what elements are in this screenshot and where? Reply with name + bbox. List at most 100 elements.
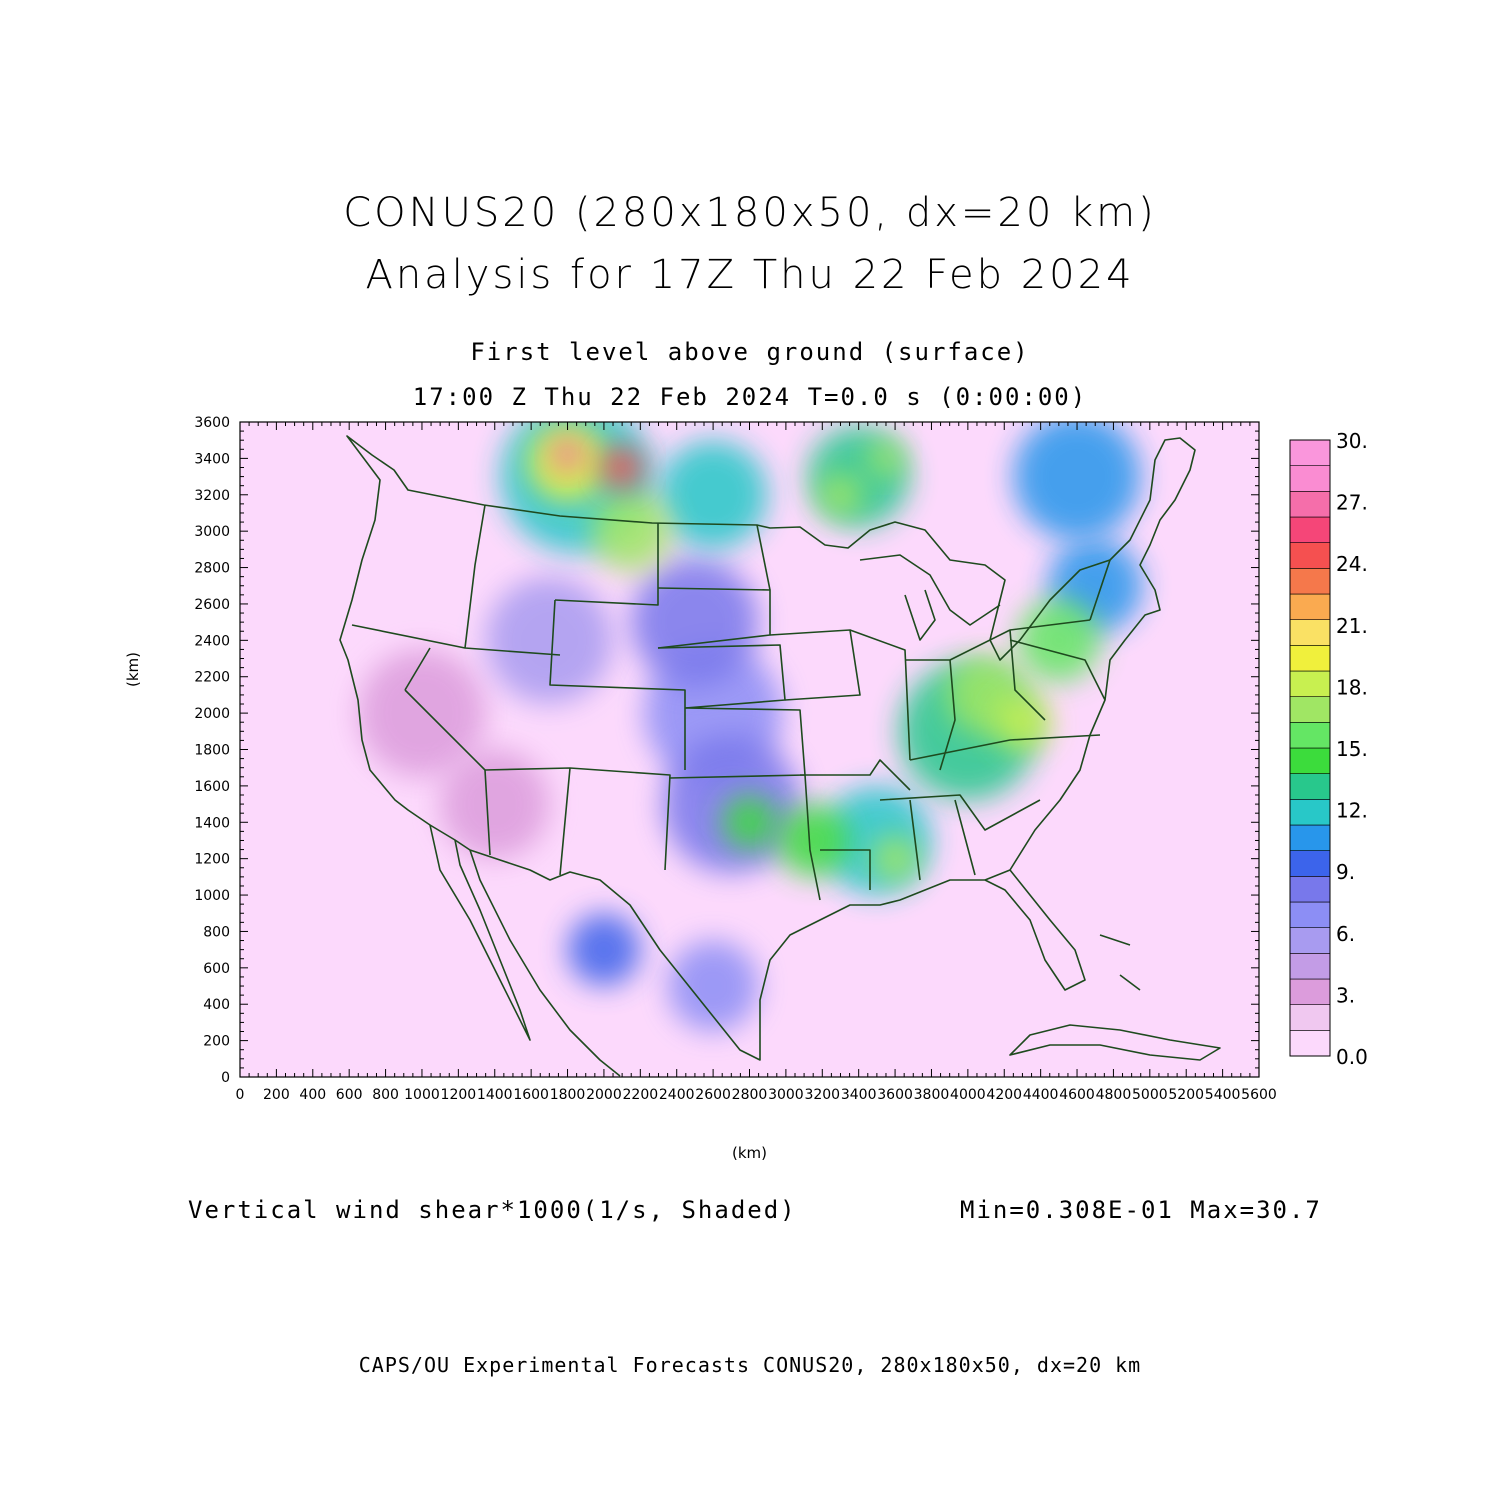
x-tick-label: 4200 <box>986 1087 1022 1103</box>
x-tick-label: 5400 <box>1205 1087 1241 1103</box>
x-tick-label: 5600 <box>1241 1087 1277 1103</box>
shear-contour-region <box>818 472 863 517</box>
colorbar-swatch <box>1289 876 1331 903</box>
colorbar-swatch <box>1289 773 1331 800</box>
state-line <box>464 504 486 649</box>
colorbar-swatch <box>1289 850 1331 877</box>
state-line <box>939 659 956 771</box>
state-line <box>404 647 431 691</box>
shear-contour-region <box>667 940 759 1032</box>
y-tick-label: 400 <box>203 997 230 1013</box>
x-tick-label: 2000 <box>586 1087 622 1103</box>
colorbar-swatch <box>1289 542 1331 569</box>
level-subtitle: First level above ground (surface) <box>470 338 1030 366</box>
y-tick-label: 3000 <box>194 524 230 540</box>
x-axis-label: (km) <box>732 1144 767 1162</box>
colorbar-swatch <box>1289 491 1331 518</box>
shear-contour-region <box>1013 422 1141 541</box>
x-tick-label: 2200 <box>623 1087 659 1103</box>
great-lakes <box>859 554 1001 641</box>
colorbar-label: 6. <box>1336 922 1355 946</box>
colorbar-label: 0.0 <box>1336 1045 1368 1069</box>
florida-gulf <box>984 869 1141 991</box>
x-tick-label: 2600 <box>695 1087 731 1103</box>
state-line <box>879 794 1041 831</box>
y-tick-label: 3400 <box>194 451 230 467</box>
shear-contour-region <box>591 491 672 572</box>
colorbar-swatch <box>1289 516 1331 543</box>
colorbar-label: 9. <box>1336 860 1355 884</box>
colorbar-label: 18. <box>1336 675 1368 699</box>
colorbar-swatch <box>1289 978 1331 1005</box>
variable-label: Vertical wind shear*1000(1/s, Shaded) <box>188 1196 797 1224</box>
valid-time-subtitle: 17:00 Z Thu 22 Feb 2024 T=0.0 s (0:00:00… <box>412 383 1088 411</box>
colorbar-swatch <box>1289 619 1331 646</box>
y-tick-label: 2200 <box>194 670 230 686</box>
colorbar-label: 21. <box>1336 614 1368 638</box>
colorbar-label: 12. <box>1336 799 1368 823</box>
x-tick-label: 600 <box>336 1087 363 1103</box>
colorbar: 30. 27. 24. 21. 18. 15. 12. 9. 6. 3. 0.0 <box>1289 429 1368 1069</box>
state-line <box>554 523 659 606</box>
state-line <box>804 774 821 901</box>
x-tick-label: 2800 <box>732 1087 768 1103</box>
state-line <box>954 799 976 876</box>
shear-contour-region <box>551 438 584 472</box>
colorbar-swatch <box>1289 439 1331 466</box>
state-line <box>1009 629 1046 721</box>
colorbar-swatch <box>1289 568 1331 595</box>
y-tick-label: 600 <box>203 961 230 977</box>
x-tick-label: 3400 <box>841 1087 877 1103</box>
y-tick-label: 2400 <box>194 633 230 649</box>
shear-contour-region <box>567 913 641 987</box>
x-tick-label: 1600 <box>513 1087 549 1103</box>
state-line <box>669 707 806 779</box>
x-tick-label: 4400 <box>1023 1087 1059 1103</box>
colorbar-label: 24. <box>1336 552 1368 576</box>
shear-contour-region <box>631 558 759 686</box>
y-tick-label: 2000 <box>194 706 230 722</box>
x-tick-label: 4600 <box>1059 1087 1095 1103</box>
baja-outline <box>429 824 531 1041</box>
plot-axes: 0 200 400 600 800 1000 1200 1400 1600 1800 2000 220… <box>124 415 1277 1162</box>
state-line <box>559 767 571 876</box>
y-tick-label: 1800 <box>194 743 230 759</box>
y-tick-label: 3600 <box>194 415 230 431</box>
shear-contour-region <box>776 804 850 877</box>
shear-contour-region <box>807 425 910 528</box>
shear-contour-region <box>993 693 1052 752</box>
colorbar-swatch <box>1289 645 1331 672</box>
colorbar-swatch <box>1289 799 1331 826</box>
state-line <box>1009 639 1106 701</box>
analysis-time-title: Analysis for 17Z Thu 22 Feb 2024 <box>365 252 1135 298</box>
colorbar-swatch <box>1289 670 1331 697</box>
y-tick-label: 1400 <box>194 815 230 831</box>
colorbar-frame <box>1289 439 1331 1057</box>
x-tick-label: 5200 <box>1168 1087 1204 1103</box>
shear-contour-region <box>867 440 905 477</box>
state-line <box>657 644 786 709</box>
shear-contour-region <box>722 794 777 850</box>
cuba-outline <box>1009 1024 1221 1061</box>
x-tick-label: 400 <box>299 1087 326 1103</box>
shear-contour-region <box>658 440 768 550</box>
x-tick-label: 3000 <box>768 1087 804 1103</box>
shear-field <box>358 422 1143 1032</box>
credit-line: CAPS/OU Experimental Forecasts CONUS20, … <box>358 1353 1142 1377</box>
state-boundaries <box>339 435 1221 1077</box>
plot-title: CONUS20 (280x180x50, dx=20 km) <box>343 190 1157 236</box>
x-tick-label: 3200 <box>804 1087 840 1103</box>
y-tick-label: 800 <box>203 924 230 940</box>
state-line <box>905 619 1091 661</box>
colorbar-label: 15. <box>1336 737 1368 761</box>
y-tick-label: 1200 <box>194 852 230 868</box>
colorbar-swatch <box>1289 1004 1331 1031</box>
state-line <box>909 734 1101 761</box>
colorbar-swatch <box>1289 1030 1331 1057</box>
x-tick-label: 3600 <box>877 1087 913 1103</box>
y-tick-label: 2800 <box>194 561 230 577</box>
state-line <box>756 524 771 591</box>
state-line <box>849 629 911 761</box>
x-tick-label: 1400 <box>477 1087 513 1103</box>
x-tick-label: 1200 <box>441 1087 477 1103</box>
